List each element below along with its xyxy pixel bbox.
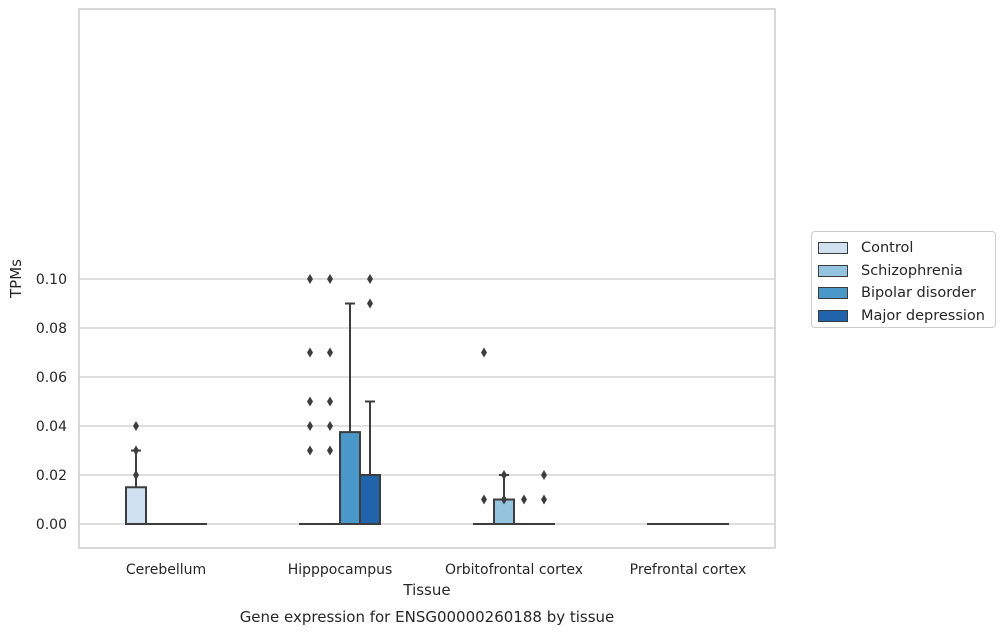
outlier-point	[307, 445, 313, 456]
outlier-point	[327, 445, 333, 456]
outlier-point	[307, 421, 313, 431]
chart-title: Gene expression for ENSG00000260188 by t…	[240, 608, 615, 626]
outlier-point	[541, 494, 547, 505]
box-body	[359, 474, 381, 525]
outlier-point	[133, 445, 139, 456]
legend-swatch	[818, 287, 848, 300]
y-tick-label: 0.06	[36, 370, 67, 386]
outlier-point	[307, 396, 313, 407]
legend-label: Bipolar disorder	[861, 285, 976, 302]
y-tick-label: 0.10	[36, 272, 67, 288]
outlier-point	[481, 494, 487, 505]
outlier-point	[327, 396, 333, 407]
y-tick-label: 0.08	[36, 321, 67, 337]
box-3-1	[359, 274, 381, 525]
x-tick-label: Hipppocampus	[288, 562, 393, 578]
box-2-2	[513, 494, 535, 526]
legend-item: Bipolar disorder	[818, 282, 995, 305]
outlier-point	[327, 421, 333, 431]
legend-label: Schizophrenia	[861, 262, 963, 279]
y-tick-label: 0.00	[36, 517, 67, 533]
box-1-1	[319, 274, 341, 526]
outlier-point	[367, 298, 373, 309]
legend-swatch	[818, 264, 848, 277]
box-3-2	[533, 470, 555, 526]
box-0-1	[299, 274, 321, 526]
legend: Control Schizophrenia Bipolar disorder Majo…	[811, 231, 996, 328]
outlier-point	[541, 470, 547, 480]
box-body	[125, 486, 147, 525]
x-tick-labels: Cerebellum Hipppocampus Orbitofrontal cort…	[126, 562, 746, 578]
x-tick-label: Cerebellum	[126, 562, 206, 578]
box-body	[339, 431, 361, 525]
outlier-point	[327, 274, 333, 284]
outlier-point	[133, 421, 139, 431]
y-tick-label: 0.04	[36, 419, 67, 435]
plot-area-frame	[78, 8, 776, 549]
x-axis-label: Tissue	[402, 581, 450, 599]
outlier-point	[307, 274, 313, 284]
y-tick-labels: 0.00 0.02 0.04 0.06 0.08 0.10	[36, 272, 67, 533]
legend-item: Major depression	[818, 305, 995, 328]
outlier-point	[307, 347, 313, 358]
box-2-1	[339, 302, 361, 525]
outlier-point	[521, 494, 527, 505]
box-1-2	[493, 470, 515, 525]
legend-label: Major depression	[861, 307, 985, 324]
outlier-point	[481, 347, 487, 358]
box-0-2	[473, 347, 495, 526]
outlier-point	[501, 494, 507, 505]
legend-swatch	[818, 309, 848, 322]
box-marks	[125, 274, 729, 526]
legend-label: Control	[861, 240, 914, 257]
box-0-0	[125, 421, 147, 525]
outlier-point	[367, 274, 373, 284]
legend-item: Control	[818, 237, 995, 260]
x-tick-label: Orbitofrontal cortex	[445, 562, 583, 578]
legend-item: Schizophrenia	[818, 260, 995, 283]
x-tick-label: Prefrontal cortex	[630, 562, 747, 578]
y-axis-label: TPMs	[7, 259, 25, 299]
outlier-point	[501, 470, 507, 480]
outlier-point	[327, 347, 333, 358]
y-tick-label: 0.02	[36, 468, 67, 484]
gridlines	[79, 278, 775, 525]
legend-swatch	[818, 242, 848, 255]
outlier-point	[133, 470, 139, 480]
